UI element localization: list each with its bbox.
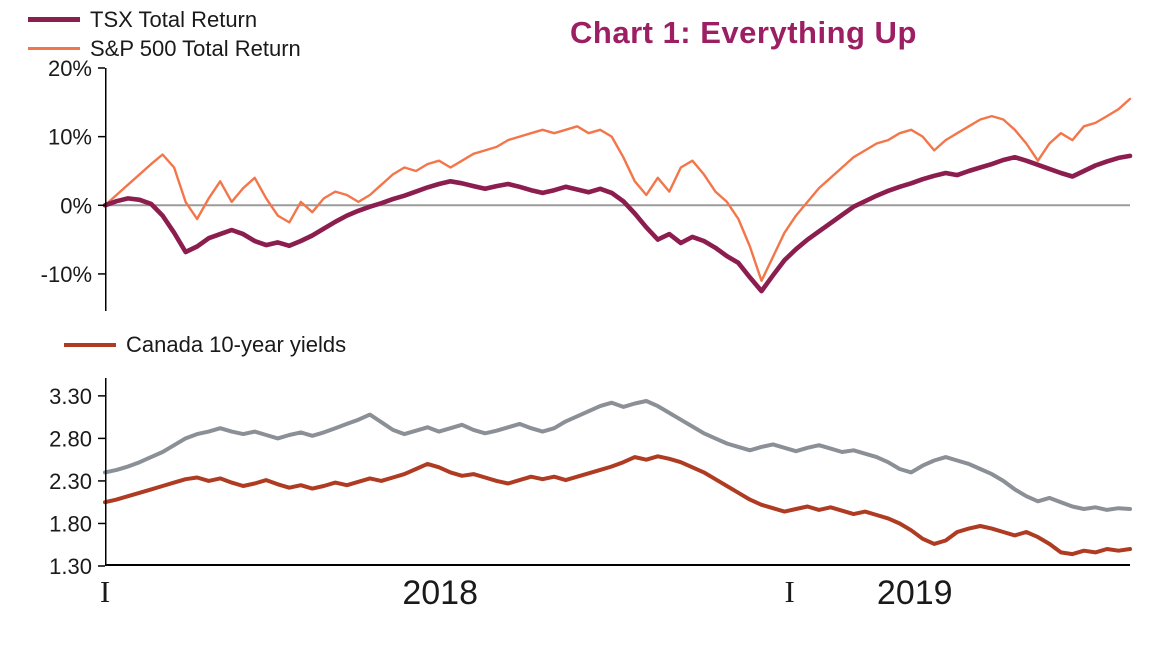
legend-item-canada-yields: Canada 10-year yields [64, 330, 346, 359]
legend-label-tsx: TSX Total Return [90, 6, 258, 32]
x-tick-label: I [99, 574, 111, 609]
svg-text:0%: 0% [60, 193, 92, 218]
legend-item-tsx: TSX Total Return [28, 5, 301, 34]
chart-title: Chart 1: Everything Up [570, 15, 917, 50]
legend-bottom: Canada 10-year yields [64, 330, 346, 359]
svg-text:1.30: 1.30 [49, 554, 92, 579]
legend-top: TSX Total Return S&P 500 Total Return [28, 5, 301, 63]
sp500-line-swatch [28, 47, 80, 50]
tsx-line-swatch [28, 17, 80, 22]
svg-text:3.30: 3.30 [49, 384, 92, 409]
svg-text:10%: 10% [48, 125, 92, 150]
legend-label-sp500: S&P 500 Total Return [90, 35, 301, 61]
x-tick-label: I [784, 574, 795, 609]
total-return-chart: 20% 10% 0% -10% [41, 56, 1133, 311]
legend-label-canada-yields: Canada 10-year yields [126, 331, 347, 357]
x-tick-label: 2018 [402, 574, 478, 612]
yields-chart: 3.30 2.80 2.30 1.80 1.30 [49, 378, 1132, 579]
svg-text:-10%: -10% [41, 262, 92, 287]
svg-text:1.80: 1.80 [49, 511, 92, 536]
x-tick-label: 2019 [876, 574, 953, 612]
svg-text:2.80: 2.80 [49, 426, 92, 451]
x-axis: I 2018 I 2019 [100, 574, 1130, 626]
svg-text:20%: 20% [48, 56, 92, 81]
canada-yields-line-swatch [64, 342, 116, 347]
legend-item-sp500: S&P 500 Total Return [28, 34, 301, 63]
svg-text:2.30: 2.30 [49, 469, 92, 494]
